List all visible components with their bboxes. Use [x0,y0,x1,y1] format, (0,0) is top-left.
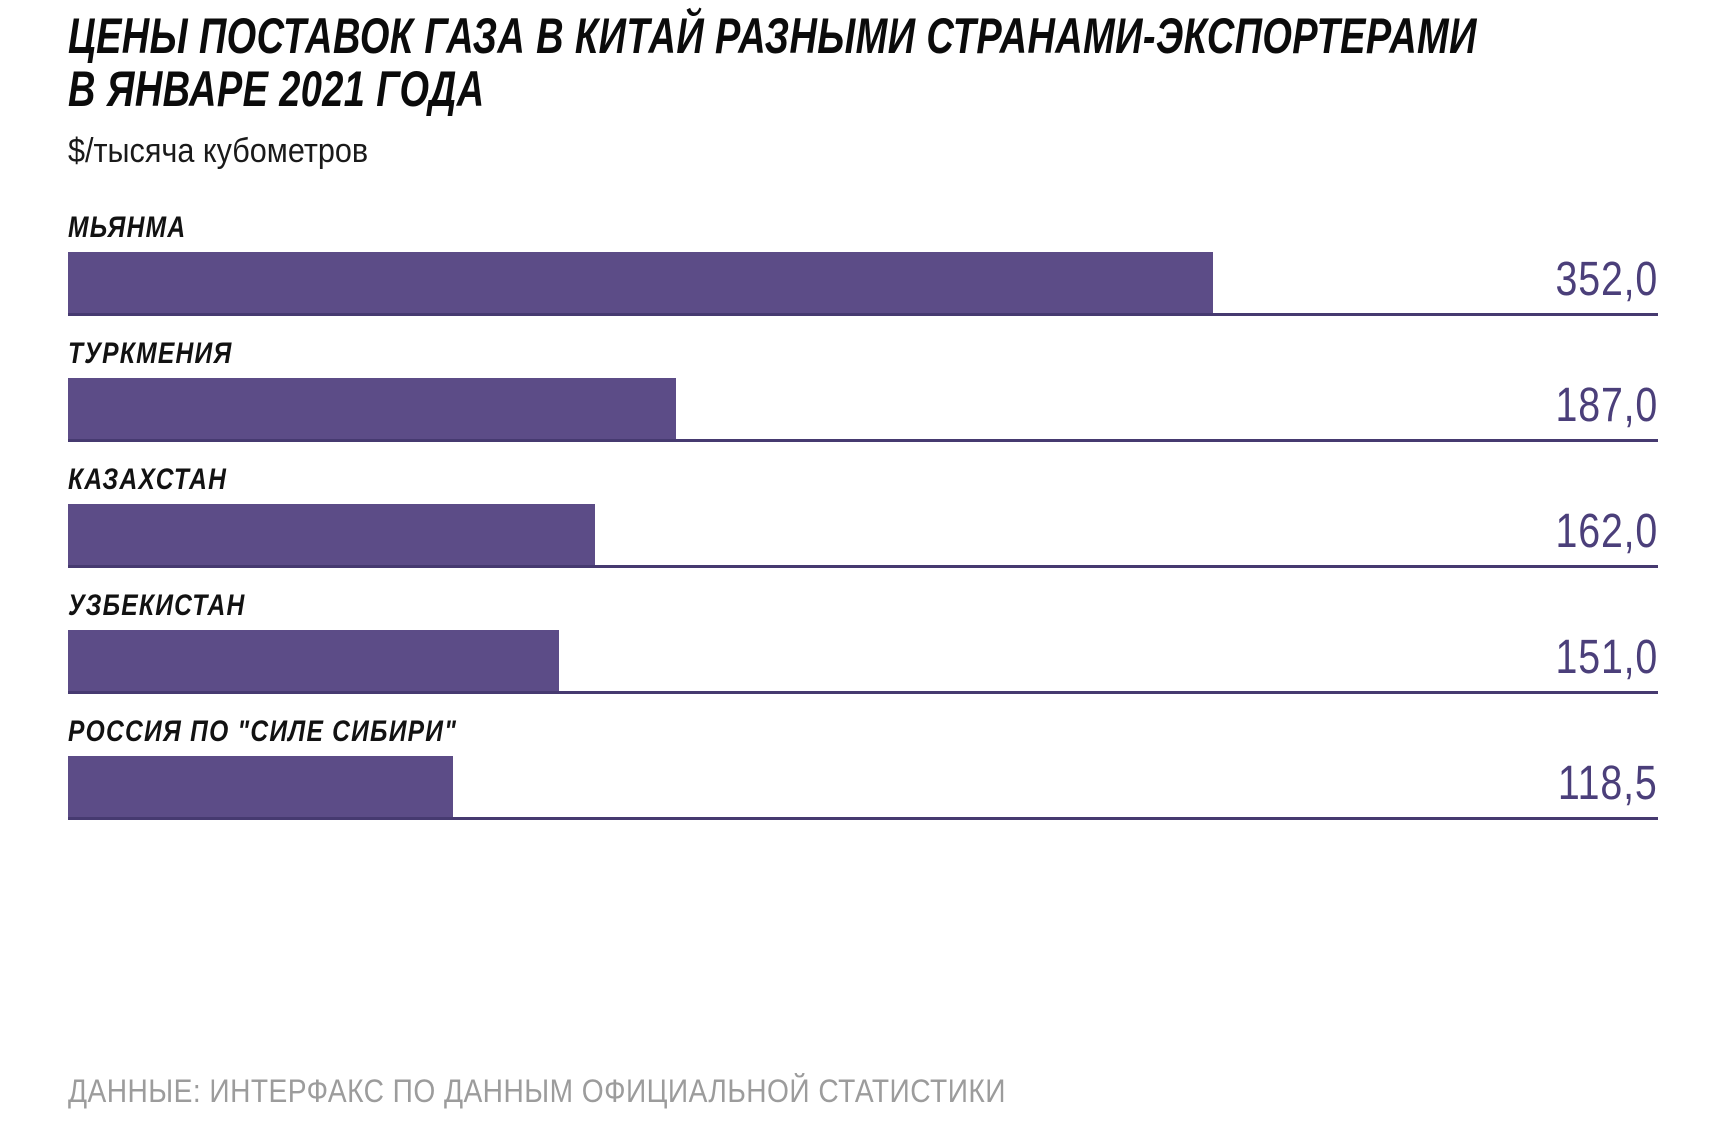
bar-track-with-baseline: 151,0 [68,630,1658,694]
bar-row: КАЗАХСТАН 162,0 [68,459,1658,585]
bar-track-with-baseline: 352,0 [68,252,1658,316]
bar-row: МЬЯНМА 352,0 [68,207,1658,333]
bar-track-with-baseline: 118,5 [68,756,1658,820]
bar-category-label: РОССИЯ ПО "СИЛЕ СИБИРИ" [68,715,458,748]
bar-chart-area: МЬЯНМА 352,0 ТУРКМЕНИЯ 187,0 КАЗАХСТАН 162,0 У… [68,207,1658,837]
chart-title-line-1: ЦЕНЫ ПОСТАВОК ГАЗА В КИТАЙ РАЗНЫМИ СТРАН… [68,8,1477,64]
chart-title: ЦЕНЫ ПОСТАВОК ГАЗА В КИТАЙ РАЗНЫМИ СТРАН… [68,8,1477,117]
bar [68,504,595,565]
bar-value-label: 162,0 [1555,505,1658,558]
bar-category-label: КАЗАХСТАН [68,463,228,496]
bar [68,252,1213,313]
bar-row: РОССИЯ ПО "СИЛЕ СИБИРИ" 118,5 [68,711,1658,837]
bar-track-with-baseline: 162,0 [68,504,1658,568]
bar-value-label: 187,0 [1555,379,1658,432]
bar [68,630,559,691]
bar-category-label: ТУРКМЕНИЯ [68,337,233,370]
chart-title-line-2: В ЯНВАРЕ 2021 ГОДА [68,61,485,117]
bar [68,378,677,439]
bar-value-label: 118,5 [1558,757,1658,810]
bar-value-label: 352,0 [1555,253,1658,306]
bar-track-with-baseline: 187,0 [68,378,1658,442]
bar-category-label: УЗБЕКИСТАН [68,589,246,622]
chart-unit-label: $/тысяча кубометров [68,132,369,170]
bar-value-label: 151,0 [1555,631,1658,684]
bar-row: УЗБЕКИСТАН 151,0 [68,585,1658,711]
bar-row: ТУРКМЕНИЯ 187,0 [68,333,1658,459]
bar [68,756,454,817]
data-source-caption: ДАННЫЕ: ИНТЕРФАКС ПО ДАННЫМ ОФИЦИАЛЬНОЙ … [68,1073,1006,1109]
bar-category-label: МЬЯНМА [68,211,187,244]
